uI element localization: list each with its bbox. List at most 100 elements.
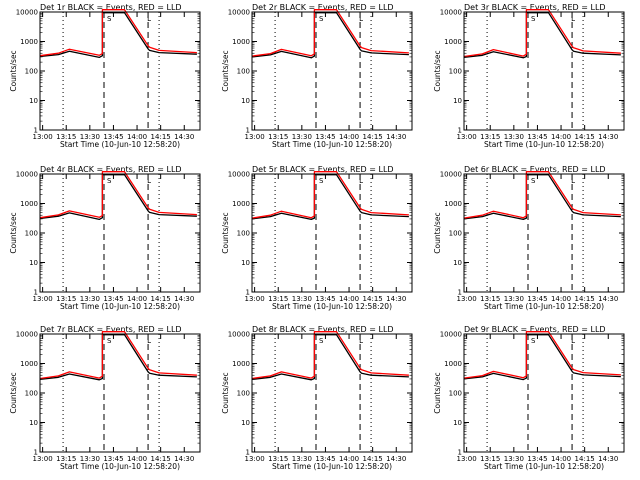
y-tick-label: 10000 [440,9,462,17]
y-tick-label: 1 [34,449,38,457]
y-axis-label: Counts/sec [433,212,442,253]
x-tick-label: 13:30 [80,133,100,141]
x-tick-label: 14:00 [339,455,359,463]
marker-label-s: S [319,15,324,23]
x-tick-label: 13:30 [504,295,524,303]
plot-frame [251,333,413,453]
panel-2: Det 2r BLACK = Events, RED = LLD S L 1 10 100… [221,3,413,149]
marker-label-s: S [107,337,112,345]
x-tick-label: 14:30 [174,455,194,463]
x-axis-label: Start Time (10-Jun-10 12:58:20) [484,462,604,471]
x-tick-label: 14:00 [551,295,571,303]
x-tick-label: 13:45 [527,133,547,141]
panel-4: Det 4r BLACK = Events, RED = LLD S L 1 10 100… [9,165,201,311]
marker-label-l: L [147,177,151,185]
x-tick-label: 13:30 [80,295,100,303]
y-axis-label: Counts/sec [433,50,442,91]
y-tick-label: 1000 [20,200,38,208]
y-tick-label: 100 [237,68,250,76]
plot-frame [463,173,625,293]
panel-5: Det 5r BLACK = Events, RED = LLD S L 1 10 100… [221,165,413,311]
y-tick-label: 10000 [16,9,38,17]
y-tick-label: 1000 [444,200,462,208]
y-tick-label: 100 [237,230,250,238]
y-tick-label: 10000 [228,331,250,339]
series-line-lld [251,331,409,380]
series-line-lld [463,331,621,379]
series-line-events [463,12,621,59]
x-tick-label: 13:45 [527,295,547,303]
panel-title: Det 3r BLACK = Events, RED = LLD [464,3,606,12]
x-axis-label: Start Time (10-Jun-10 12:58:20) [60,140,180,149]
marker-label-l: L [359,15,363,23]
y-axis-label: Counts/sec [9,50,18,91]
x-tick-label: 13:00 [457,455,477,463]
y-tick-label: 1000 [20,360,38,368]
x-tick-label: 14:15 [151,455,171,463]
y-tick-label: 10000 [228,171,250,179]
x-tick-label: 13:15 [56,133,76,141]
marker-label-l: L [571,337,575,345]
panel-title: Det 4r BLACK = Events, RED = LLD [40,165,182,174]
series-line-events [251,334,409,381]
x-tick-label: 13:00 [33,295,53,303]
x-tick-label: 13:00 [457,295,477,303]
x-tick-label: 14:30 [174,295,194,303]
series-line-lld [251,171,409,219]
y-tick-label: 1000 [232,38,250,46]
marker-label-s: S [531,337,536,345]
marker-label-s: S [319,337,324,345]
x-tick-label: 13:30 [504,133,524,141]
x-tick-label: 14:15 [363,455,383,463]
x-axis-label: Start Time (10-Jun-10 12:58:20) [272,140,392,149]
y-tick-label: 100 [237,390,250,398]
panel-1: Det 1r BLACK = Events, RED = LLD S L 1 10 100… [9,3,201,149]
marker-label-s: S [531,177,536,185]
x-tick-label: 14:15 [151,133,171,141]
panel-6: Det 6r BLACK = Events, RED = LLD S L 1 10 100… [433,165,625,311]
plot-frame [463,11,625,131]
y-tick-label: 10 [29,97,38,105]
x-tick-label: 14:30 [174,133,194,141]
marker-label-l: L [571,15,575,23]
y-tick-label: 10 [453,97,462,105]
x-tick-label: 14:30 [598,295,618,303]
x-axis-label: Start Time (10-Jun-10 12:58:20) [484,302,604,311]
panel-title: Det 6r BLACK = Events, RED = LLD [464,165,606,174]
y-axis-label: Counts/sec [221,50,230,91]
x-tick-label: 13:30 [292,295,312,303]
y-tick-label: 100 [449,390,462,398]
x-tick-label: 14:30 [598,455,618,463]
marker-label-s: S [107,177,112,185]
x-tick-label: 14:30 [598,133,618,141]
panel-title: Det 8r BLACK = Events, RED = LLD [252,325,394,334]
x-tick-label: 13:30 [292,455,312,463]
plot-frame [463,333,625,453]
x-tick-label: 13:00 [33,133,53,141]
x-tick-label: 14:00 [127,133,147,141]
y-axis-label: Counts/sec [433,372,442,413]
x-tick-label: 14:30 [386,455,406,463]
y-tick-label: 10 [29,419,38,427]
x-tick-label: 14:30 [386,295,406,303]
y-tick-label: 10000 [16,331,38,339]
y-tick-label: 1 [458,449,462,457]
y-tick-label: 1 [458,127,462,135]
marker-label-l: L [571,177,575,185]
y-tick-label: 10 [453,259,462,267]
y-tick-label: 1 [34,127,38,135]
series-line-lld [39,331,197,380]
x-tick-label: 13:15 [480,455,500,463]
x-tick-label: 14:00 [339,295,359,303]
y-tick-label: 10 [241,419,250,427]
plot-frame [251,11,413,131]
x-tick-label: 13:00 [457,133,477,141]
x-tick-label: 13:45 [103,295,123,303]
y-axis-label: Counts/sec [221,212,230,253]
x-tick-label: 13:00 [245,295,265,303]
x-tick-label: 13:15 [480,133,500,141]
y-tick-label: 10000 [440,331,462,339]
x-tick-label: 13:30 [80,455,100,463]
plot-frame [251,173,413,293]
